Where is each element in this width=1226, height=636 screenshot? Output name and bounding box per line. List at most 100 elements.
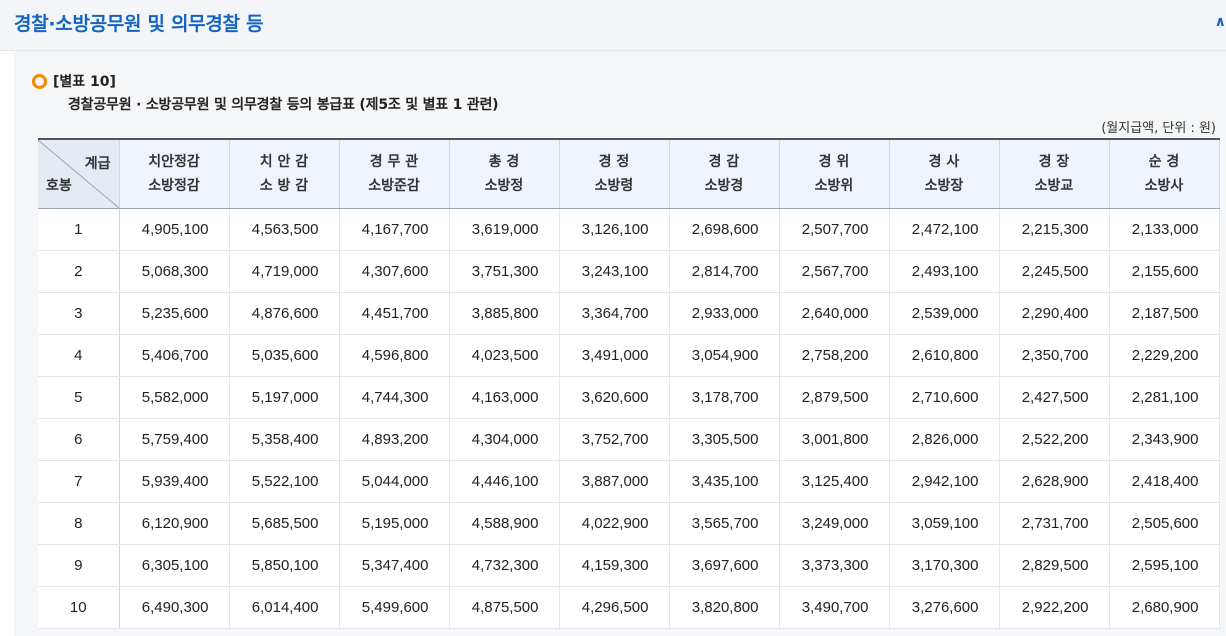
column-header-fire-rank: 소방준감: [368, 178, 420, 194]
salary-cell: 2,814,700: [669, 250, 780, 293]
table-row: 10 6,490,300 6,014,400 5,499,600 4,875,500 4,…: [38, 586, 1220, 629]
salary-cell: 5,939,400: [119, 460, 230, 503]
salary-cell: 4,596,800: [339, 334, 450, 377]
salary-cell: 2,942,100: [889, 460, 1000, 503]
salary-cell: 3,125,400: [779, 460, 890, 503]
salary-cell: 4,304,000: [449, 418, 560, 461]
salary-cell: 3,243,100: [559, 250, 670, 293]
salary-cell: 2,731,700: [999, 502, 1110, 545]
salary-cell: 2,187,500: [1109, 292, 1220, 335]
salary-cell: 2,879,500: [779, 376, 890, 419]
salary-cell: 3,170,300: [889, 544, 1000, 587]
column-header-fire-rank: 소방장: [924, 178, 964, 194]
salary-cell: 3,126,100: [559, 208, 670, 251]
salary-cell: 4,446,100: [449, 460, 560, 503]
table-label: [별표 10]: [32, 71, 116, 91]
column-header-fire-rank: 소 방 감: [259, 178, 309, 194]
step-cell: 10: [38, 586, 120, 629]
column-header-police-rank: 경 위: [818, 154, 850, 170]
salary-cell: 3,887,000: [559, 460, 670, 503]
table-row: 4 5,406,700 5,035,600 4,596,800 4,023,500 3,4…: [38, 334, 1220, 377]
salary-cell: 4,296,500: [559, 586, 670, 629]
salary-cell: 3,178,700: [669, 376, 780, 419]
salary-cell: 4,163,000: [449, 376, 560, 419]
step-cell: 7: [38, 460, 120, 503]
salary-cell: 2,522,200: [999, 418, 1110, 461]
salary-cell: 2,680,900: [1109, 586, 1220, 629]
salary-cell: 5,347,400: [339, 544, 450, 587]
diagonal-divider: [38, 140, 119, 208]
step-cell: 5: [38, 376, 120, 419]
salary-cell: 2,628,900: [999, 460, 1110, 503]
step-cell: 1: [38, 208, 120, 251]
salary-cell: 3,820,800: [669, 586, 780, 629]
salary-cell: 3,249,000: [779, 502, 890, 545]
salary-cell: 4,875,500: [449, 586, 560, 629]
table-row: 2 5,068,300 4,719,000 4,307,600 3,751,300 3,2…: [38, 250, 1220, 293]
salary-cell: 5,685,500: [229, 502, 340, 545]
column-header-police-rank: 경 사: [928, 154, 960, 170]
salary-cell: 3,276,600: [889, 586, 1000, 629]
salary-cell: 2,698,600: [669, 208, 780, 251]
page-title: 경찰·소방공무원 및 의무경찰 등: [14, 13, 264, 35]
salary-cell: 5,044,000: [339, 460, 450, 503]
column-header-fire-rank: 소방령: [594, 178, 634, 194]
corner-step-label: 호봉: [46, 178, 72, 194]
salary-cell: 2,567,700: [779, 250, 890, 293]
column-header-fire-rank: 소방위: [814, 178, 854, 194]
table-row: 8 6,120,900 5,685,500 5,195,000 4,588,900 4,0…: [38, 502, 1220, 545]
salary-cell: 5,197,000: [229, 376, 340, 419]
salary-cell: 2,281,100: [1109, 376, 1220, 419]
column-header-fire-rank: 소방정: [484, 178, 524, 194]
bullet-ring-icon: [32, 73, 47, 89]
column-header: 경 감 소방경: [669, 139, 780, 209]
salary-cell: 3,491,000: [559, 334, 670, 377]
column-header-police-rank: 경 무 관: [369, 154, 419, 170]
salary-cell: 4,451,700: [339, 292, 450, 335]
column-header-fire-rank: 소방사: [1144, 178, 1184, 194]
salary-cell: 3,885,800: [449, 292, 560, 335]
salary-cell: 5,195,000: [339, 502, 450, 545]
salary-cell: 5,068,300: [119, 250, 230, 293]
column-header-police-rank: 총 경: [488, 154, 520, 170]
salary-cell: 4,167,700: [339, 208, 450, 251]
salary-cell: 3,435,100: [669, 460, 780, 503]
salary-cell: 2,343,900: [1109, 418, 1220, 461]
salary-cell: 2,507,700: [779, 208, 890, 251]
salary-cell: 3,697,600: [669, 544, 780, 587]
table-caption: 경찰공무원 · 소방공무원 및 의무경찰 등의 봉급표 (제5조 및 별표 1 …: [68, 97, 499, 113]
salary-cell: 2,539,000: [889, 292, 1000, 335]
collapse-chevron-icon[interactable]: ∧: [1214, 14, 1226, 30]
column-header-fire-rank: 소방정감: [148, 178, 200, 194]
step-cell: 2: [38, 250, 120, 293]
table-row: 7 5,939,400 5,522,100 5,044,000 4,446,100 3,8…: [38, 460, 1220, 503]
column-header: 경 정 소방령: [559, 139, 670, 209]
salary-cell: 6,305,100: [119, 544, 230, 587]
salary-cell: 2,493,100: [889, 250, 1000, 293]
table-row: 6 5,759,400 5,358,400 4,893,200 4,304,000 3,7…: [38, 418, 1220, 461]
salary-cell: 2,758,200: [779, 334, 890, 377]
salary-cell: 6,014,400: [229, 586, 340, 629]
step-cell: 8: [38, 502, 120, 545]
table-row: 9 6,305,100 5,850,100 5,347,400 4,732,300 4,1…: [38, 544, 1220, 587]
column-header-police-rank: 치 안 감: [259, 154, 309, 170]
salary-cell: 4,022,900: [559, 502, 670, 545]
salary-cell: 2,922,200: [999, 586, 1110, 629]
salary-cell: 3,001,800: [779, 418, 890, 461]
corner-grade-label: 계급: [84, 156, 111, 172]
salary-cell: 2,215,300: [999, 208, 1110, 251]
salary-cell: 5,499,600: [339, 586, 450, 629]
column-header-police-rank: 치안정감: [148, 154, 200, 170]
salary-cell: 4,732,300: [449, 544, 560, 587]
column-header-fire-rank: 소방교: [1034, 178, 1074, 194]
salary-cell: 5,522,100: [229, 460, 340, 503]
salary-cell: 2,472,100: [889, 208, 1000, 251]
salary-cell: 3,620,600: [559, 376, 670, 419]
table-body: 1 4,905,100 4,563,500 4,167,700 3,619,000 3,1…: [38, 208, 1220, 629]
column-header: 순 경 소방사: [1109, 139, 1220, 209]
salary-cell: 2,133,000: [1109, 208, 1220, 251]
unit-note: (월지급액, 단위 : 원): [1101, 121, 1216, 136]
